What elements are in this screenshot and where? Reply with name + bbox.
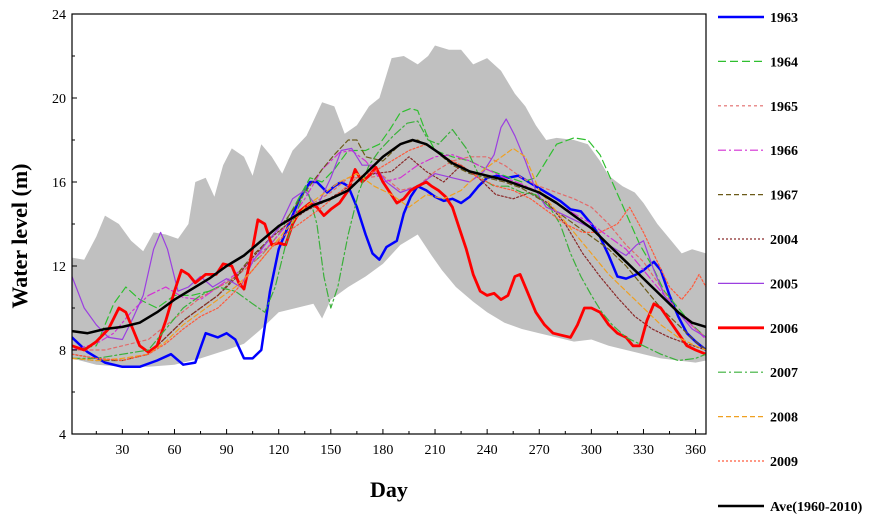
series-line-2008: [72, 147, 706, 362]
legend-label: 2004: [770, 233, 798, 248]
legend-label: 2007: [770, 366, 798, 381]
legend-label: 2005: [770, 277, 798, 292]
legend-label: 1966: [770, 144, 798, 159]
legend-label: 1964: [770, 55, 798, 70]
x-tick-label: 60: [167, 443, 181, 458]
y-tick-label: 4: [59, 428, 66, 443]
plot-inner: [72, 45, 706, 369]
legend-label: 2009: [770, 455, 798, 470]
x-tick-label: 30: [115, 443, 129, 458]
series-line-2006: [72, 165, 706, 356]
x-tick-label: 360: [685, 443, 706, 458]
axes: 4 8 12 16 20 24 30 60 90 120 150 180 210 240 270 300 330…: [52, 8, 707, 458]
legend-label: 1965: [770, 100, 798, 115]
y-tick-label: 8: [59, 344, 66, 359]
series-line-1964: [72, 107, 706, 351]
x-tick-label: 90: [220, 443, 234, 458]
series-line-1965: [72, 156, 706, 351]
y-tick-label: 20: [52, 92, 66, 107]
x-axis-title: Day: [370, 477, 408, 502]
range-envelope: [72, 45, 706, 367]
x-tick-label: 330: [633, 443, 654, 458]
x-tick-label: 210: [425, 443, 446, 458]
y-tick-label: 12: [52, 260, 66, 275]
legend-label: 2006: [770, 322, 798, 337]
series-line-1966: [72, 149, 706, 351]
legend-label: 1963: [770, 11, 798, 26]
legend-label: Ave(1960-2010): [770, 500, 863, 515]
series-line-2007: [72, 120, 706, 362]
legend-label: 2008: [770, 411, 798, 426]
x-tick-label: 120: [268, 443, 289, 458]
plot-area: [72, 45, 706, 369]
x-tick-label: 240: [477, 443, 498, 458]
x-tick-label: 270: [529, 443, 550, 458]
y-tick-label: 16: [52, 176, 66, 191]
legend: 1963 1964 1965 1966 1967 2004 2005 2006 2007 2008…: [718, 11, 863, 515]
series-line-1963: [72, 174, 706, 369]
series-line-1967: [72, 139, 706, 362]
y-tick-label: 24: [52, 8, 66, 23]
x-tick-label: 150: [320, 443, 341, 458]
x-tick-label: 180: [372, 443, 393, 458]
series-line-ave-1960-2010-: [72, 138, 706, 335]
legend-label: 1967: [770, 189, 798, 204]
x-tick-label: 300: [581, 443, 602, 458]
y-axis-title: Water level (m): [7, 164, 32, 309]
series-line-2004: [72, 156, 706, 362]
